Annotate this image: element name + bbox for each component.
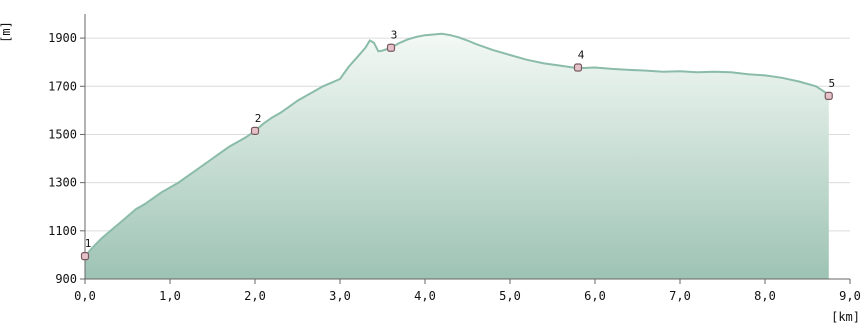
x-axis-unit-label: [km] [831,310,860,324]
waypoint-marker [386,43,396,52]
x-tick-label: 4,0 [414,289,436,303]
x-tick-label: 0,0 [74,289,96,303]
x-tick-label: 1,0 [159,289,181,303]
elevation-area [85,33,829,279]
y-tick-label: 1700 [48,79,77,93]
waypoint-marker [250,126,260,135]
x-tick-label: 5,0 [499,289,521,303]
x-tick-label: 9,0 [839,289,861,303]
waypoint-label: 4 [578,48,585,61]
x-tick-label: 7,0 [669,289,691,303]
waypoint-label: 2 [255,112,262,125]
y-tick-label: 1300 [48,176,77,190]
x-tick-label: 8,0 [754,289,776,303]
y-tick-label: 900 [55,272,77,286]
x-tick-label: 3,0 [329,289,351,303]
waypoint-label: 5 [828,77,835,90]
waypoint-label: 3 [391,29,398,42]
elevation-line [84,32,830,257]
x-axis-ticks: 0,0 1,0 2,0 3,0 4,0 5,0 6,0 7,0 8,0 9,0 [74,279,861,303]
waypoint-marker [80,252,90,261]
y-axis-unit-label: [m] [0,21,13,43]
y-tick-label: 1500 [48,127,77,141]
y-tick-label: 1100 [48,224,77,238]
waypoints: 1 2 3 4 5 [80,29,835,261]
x-tick-label: 2,0 [244,289,266,303]
waypoint-marker [824,91,833,101]
axes [84,14,850,280]
waypoint-label: 1 [85,237,92,250]
y-tick-label: 1900 [48,31,77,45]
y-axis-ticks: 900 1100 1300 1500 1700 1900 [48,31,85,286]
x-tick-label: 6,0 [584,289,606,303]
waypoint-marker [573,63,583,72]
